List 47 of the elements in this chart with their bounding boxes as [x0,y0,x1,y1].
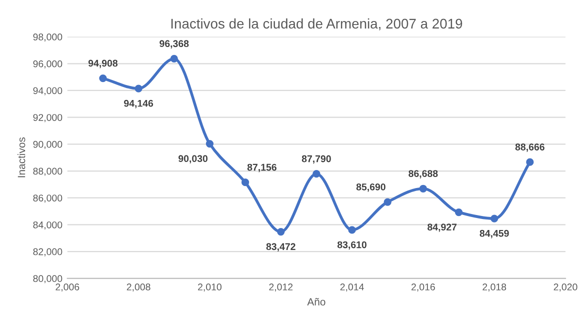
y-tick-label: 84,000 [33,221,62,230]
y-tick-label: 88,000 [33,168,62,176]
point [206,140,214,148]
point [419,184,427,192]
y-tick-label: 82,000 [33,248,62,256]
data-label: 87,790 [302,155,331,164]
y-tick-label: 98,000 [33,34,62,42]
chart-title: Inactivos de la ciudad de Armenia, 2007 a 2019 [171,18,462,30]
data-label: 90,030 [178,155,208,164]
data-label: 84,459 [480,230,509,238]
data-label: 94,146 [124,100,154,108]
x-tick-label: 2,014 [340,284,364,292]
data-label: 83,472 [266,243,296,252]
y-axis-title: Inactivos [18,137,26,178]
point [277,228,285,236]
x-axis-title: Año [307,298,326,306]
data-label: 86,688 [408,170,438,178]
x-tick-label: 2,006 [56,284,80,292]
x-tick-label: 2,018 [482,284,506,292]
data-label: 88,666 [515,144,544,152]
y-tick-label: 80,000 [33,275,62,284]
x-tick-label: 2,020 [554,284,578,292]
point [384,198,392,206]
point [99,74,107,82]
y-tick-label: 92,000 [33,114,62,122]
point [312,170,320,178]
point [526,158,534,166]
y-tick-label: 86,000 [33,194,62,203]
data-label: 83,610 [337,241,366,250]
x-tick-label: 2,008 [126,284,150,292]
data-label: 96,368 [160,40,189,48]
y-tick-label: 96,000 [33,60,62,68]
point [170,54,178,63]
point [490,214,498,222]
point [454,208,463,216]
data-label: 87,156 [247,164,276,172]
x-tick-label: 2,010 [198,284,222,292]
point [241,178,250,186]
data-label: 85,690 [356,184,386,192]
y-tick-label: 94,000 [33,87,62,96]
point [134,84,142,92]
point [348,226,356,234]
x-tick-label: 2,012 [269,284,293,292]
data-label: 94,908 [88,60,118,68]
x-tick-label: 2,016 [412,284,435,292]
y-tick-label: 90,000 [33,140,62,149]
data-label: 84,927 [428,224,457,232]
